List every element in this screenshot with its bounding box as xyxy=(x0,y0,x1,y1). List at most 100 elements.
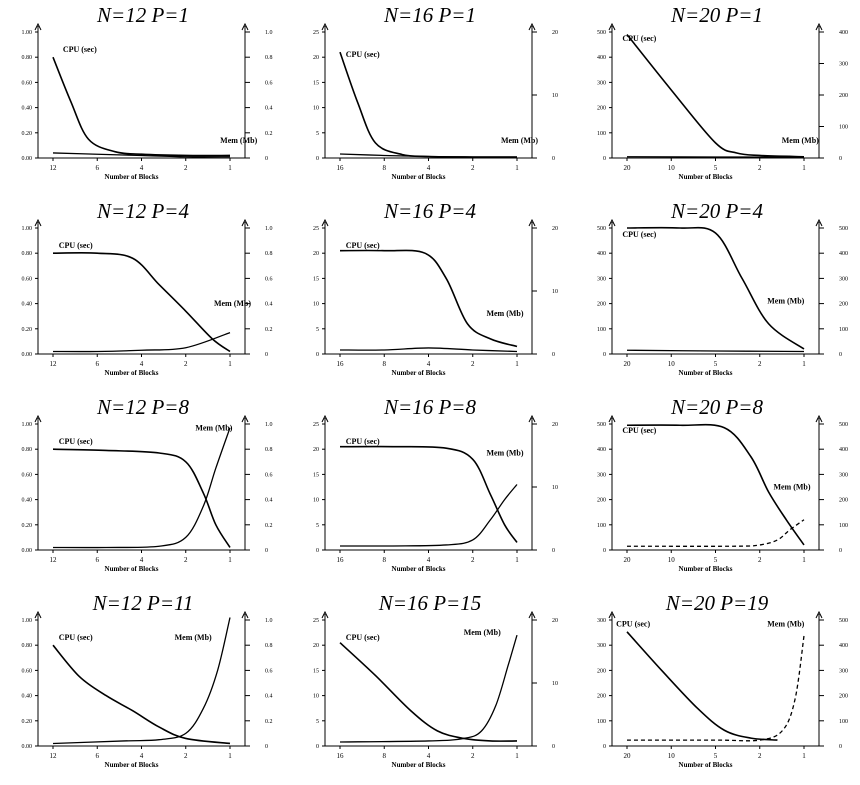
x-tick-label: 4 xyxy=(427,360,431,368)
y-left-tick-label: 500 xyxy=(597,226,606,232)
y-left-tick-label: 0 xyxy=(603,352,606,358)
chart-panel: N=12 P=1 1.00 0.80 0.60 0.40 0.20 0.00 1.0 0.8 0.… xyxy=(0,0,287,196)
y-left-tick-label: 0.40 xyxy=(22,302,33,308)
y-left-tick-label: 10 xyxy=(313,106,319,112)
x-tick-label: 5 xyxy=(714,556,718,564)
mem-series-label: Mem (Mb) xyxy=(214,299,251,308)
y-right-tick-label: 400 xyxy=(839,643,848,649)
y-right-tick-label: 100 xyxy=(839,719,848,725)
chart-panel: N=16 P=1 25 20 15 10 5 0 20 10 0 16 8 4 2 1 Number of B… xyxy=(287,0,574,196)
y-left-tick-label: 25 xyxy=(313,226,319,232)
x-tick-label: 12 xyxy=(50,556,58,564)
x-tick-label: 10 xyxy=(668,752,676,760)
chart-panel: N=12 P=11 1.00 0.80 0.60 0.40 0.20 0.00 1.0 0.8 0… xyxy=(0,588,287,784)
mem-series-label: Mem (Mb) xyxy=(220,136,257,145)
x-axis-label: Number of Blocks xyxy=(679,761,733,769)
axes xyxy=(34,218,249,355)
cpu-series-label: CPU (sec) xyxy=(622,426,656,435)
y-left-tick-label: 15 xyxy=(313,80,319,86)
chart-svg: N=20 P=1 500 400 300 200 100 0 400 300 200 100 0 20 1… xyxy=(597,3,848,181)
mem-series-line xyxy=(339,484,518,547)
x-tick-label: 4 xyxy=(427,752,431,760)
x-tick-label: 2 xyxy=(184,164,188,172)
y-right-tick-label: 0 xyxy=(552,352,555,358)
x-tick-label: 8 xyxy=(383,752,387,760)
cpu-series-line xyxy=(339,642,518,742)
x-tick-label: 1 xyxy=(802,360,806,368)
cpu-series-label: CPU (sec) xyxy=(622,230,656,239)
y-right-tick-label: 400 xyxy=(839,30,848,36)
y-left-tick-label: 1.00 xyxy=(22,422,33,428)
cpu-series-line xyxy=(339,249,518,348)
y-left-tick-label: 0.00 xyxy=(22,744,33,750)
y-right-tick-label: 0 xyxy=(265,352,268,358)
y-left-tick-label: 0 xyxy=(316,744,319,750)
y-left-tick-label: 0.60 xyxy=(22,472,33,478)
mem-series-label: Mem (Mb) xyxy=(773,483,810,492)
cpu-series-label: CPU (sec) xyxy=(616,619,650,628)
y-right-tick-label: 1.0 xyxy=(265,618,273,624)
x-axis-label: Number of Blocks xyxy=(392,369,446,377)
y-right-tick-label: 0.4 xyxy=(265,106,273,112)
cpu-series-label: CPU (sec) xyxy=(59,437,93,446)
y-right-tick-label: 500 xyxy=(839,422,848,428)
cpu-series-line xyxy=(626,423,805,546)
chart-title: N=16 P=8 xyxy=(383,395,476,419)
y-left-tick-label: 15 xyxy=(313,668,319,674)
y-left-tick-label: 300 xyxy=(597,643,606,649)
chart-panel: N=20 P=19 300 300 200 200 100 0 500 400 300 200 100… xyxy=(574,588,860,784)
mem-series-label: Mem (Mb) xyxy=(782,136,819,145)
y-right-tick-label: 400 xyxy=(839,447,848,453)
y-left-tick-label: 500 xyxy=(597,30,606,36)
mem-series-line xyxy=(627,635,805,742)
axes xyxy=(608,610,823,747)
y-right-tick-label: 200 xyxy=(839,694,848,700)
y-right-tick-label: 100 xyxy=(839,523,848,529)
mem-series-line xyxy=(626,349,805,353)
cpu-series-line xyxy=(52,448,231,548)
y-right-tick-label: 0.8 xyxy=(265,251,273,257)
cpu-series-label: CPU (sec) xyxy=(346,50,380,59)
y-right-tick-label: 400 xyxy=(839,251,848,257)
y-left-tick-label: 15 xyxy=(313,276,319,282)
x-tick-label: 20 xyxy=(624,360,632,368)
x-tick-label: 4 xyxy=(427,556,431,564)
y-left-tick-label: 20 xyxy=(313,55,319,61)
y-left-tick-label: 5 xyxy=(316,327,319,333)
x-tick-label: 10 xyxy=(668,556,676,564)
y-right-tick-label: 100 xyxy=(839,327,848,333)
x-axis-label: Number of Blocks xyxy=(679,173,733,181)
y-right-tick-label: 0 xyxy=(839,548,842,554)
chart-svg: N=20 P=4 500 400 300 200 100 0 500 400 300 200 100 0… xyxy=(597,199,848,377)
y-right-tick-label: 0.4 xyxy=(265,694,273,700)
y-left-tick-label: 0.00 xyxy=(22,352,33,358)
x-tick-label: 4 xyxy=(140,360,144,368)
y-right-tick-label: 0 xyxy=(552,744,555,750)
y-left-tick-label: 0.00 xyxy=(22,156,33,162)
chart-panel: N=12 P=4 1.00 0.80 0.60 0.40 0.20 0.00 1.0 0.8 0.… xyxy=(0,196,287,392)
x-tick-label: 4 xyxy=(140,752,144,760)
x-tick-label: 2 xyxy=(471,164,475,172)
mem-series-label: Mem (Mb) xyxy=(767,297,804,306)
chart-title: N=12 P=8 xyxy=(96,395,189,419)
chart-svg: N=16 P=15 25 20 15 10 5 0 20 10 0 16 8 4 2 1 Number of … xyxy=(313,591,558,769)
y-left-tick-label: 0.20 xyxy=(22,719,33,725)
x-tick-label: 20 xyxy=(624,164,632,172)
axes xyxy=(34,22,249,159)
chart-svg: N=16 P=1 25 20 15 10 5 0 20 10 0 16 8 4 2 1 Number of B… xyxy=(313,3,558,181)
y-left-tick-label: 0 xyxy=(603,548,606,554)
x-tick-label: 1 xyxy=(515,556,519,564)
y-right-tick-label: 300 xyxy=(839,62,848,68)
chart-panel: N=20 P=8 500 400 300 200 100 0 500 400 300 200 100 0… xyxy=(574,392,860,588)
chart-title: N=20 P=4 xyxy=(670,199,763,223)
x-tick-label: 16 xyxy=(337,752,345,760)
chart-svg: N=12 P=111.000.800.600.400.200.001.00.80… xyxy=(22,591,273,769)
y-left-tick-label: 1.00 xyxy=(22,226,33,232)
x-tick-label: 4 xyxy=(140,556,144,564)
x-tick-label: 2 xyxy=(471,556,475,564)
x-tick-label: 2 xyxy=(758,556,762,564)
y-left-tick-label: 300 xyxy=(597,276,606,282)
x-tick-label: 1 xyxy=(228,360,232,368)
x-tick-label: 4 xyxy=(427,164,431,172)
